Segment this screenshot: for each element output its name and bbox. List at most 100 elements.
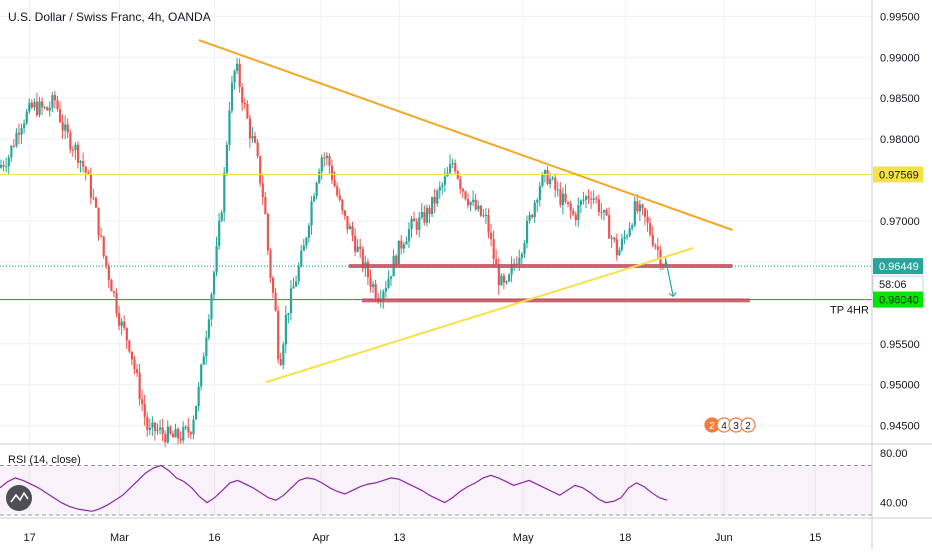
x-tick-label: 15	[809, 532, 821, 544]
candle-body	[330, 165, 334, 180]
candle-body	[148, 427, 152, 430]
candle-body	[92, 197, 95, 199]
candle-body	[48, 107, 51, 111]
candle-body	[210, 294, 213, 320]
candle-body	[420, 211, 423, 218]
candle-body	[215, 245, 218, 273]
candle-body	[325, 155, 329, 159]
candle-body	[28, 102, 31, 112]
candle-body	[23, 123, 26, 128]
candle-body	[407, 229, 411, 242]
y-tick-label: 0.97000	[880, 216, 920, 228]
candle-body	[569, 203, 572, 211]
candle-body	[87, 172, 90, 175]
candle-body	[384, 287, 388, 292]
candle-body	[159, 427, 162, 430]
candle-body	[654, 245, 657, 247]
candle-body	[94, 198, 98, 208]
candle-body	[182, 427, 185, 441]
candle-body	[56, 100, 59, 110]
candle-body	[112, 291, 116, 294]
candle-body	[307, 225, 311, 238]
candle-body	[631, 225, 634, 229]
candle-body	[572, 210, 575, 215]
candle-body	[587, 196, 590, 199]
candle-body	[66, 124, 69, 133]
event-count: 2	[709, 421, 715, 432]
candle-body	[641, 204, 644, 209]
symbol-title: U.S. Dollar / Swiss Franc, 4h, OANDA	[8, 10, 211, 24]
candle-body	[318, 171, 321, 184]
candle-body	[484, 215, 488, 217]
candle-body	[495, 259, 498, 264]
candle-body	[15, 132, 18, 147]
candle-body	[266, 214, 270, 251]
candle-body	[351, 226, 354, 236]
candle-body	[487, 215, 490, 233]
candle-body	[297, 266, 300, 282]
candle-body	[79, 160, 82, 163]
candle-body	[338, 195, 341, 200]
candle-body	[17, 132, 21, 135]
candle-body	[287, 313, 290, 316]
rsi-y-tick-label: 40.00	[880, 498, 908, 510]
candle-body	[241, 87, 244, 104]
candle-body	[120, 321, 123, 326]
price-label-box	[873, 291, 923, 308]
trendline-descending-upper	[198, 39, 733, 231]
candle-body	[577, 205, 580, 221]
candle-body	[497, 263, 500, 286]
candle-body	[559, 189, 562, 205]
candle-body	[259, 155, 262, 184]
y-tick-label: 0.98000	[880, 134, 920, 146]
candle-body	[243, 103, 246, 105]
candle-body	[33, 101, 36, 108]
candle-body	[536, 200, 539, 203]
candle-body	[618, 249, 621, 256]
event-count: 2	[745, 421, 751, 432]
candle-body	[518, 257, 521, 265]
candle-body	[277, 310, 280, 360]
candle-body	[205, 337, 208, 357]
candle-body	[74, 144, 77, 151]
candle-body	[564, 193, 567, 202]
candle-body	[395, 255, 398, 265]
candle-body	[115, 293, 118, 314]
candle-body	[110, 279, 113, 292]
y-tick-label: 0.95500	[880, 339, 920, 351]
candle-body	[602, 209, 606, 213]
x-tick-label: May	[513, 532, 534, 544]
candle-body	[415, 221, 418, 230]
candle-body	[0, 164, 3, 168]
candle-body	[138, 372, 141, 400]
candle-body	[433, 196, 436, 204]
candle-body	[97, 207, 100, 236]
candle-body	[128, 340, 131, 352]
candle-body	[156, 429, 159, 432]
candle-body	[490, 232, 493, 240]
candle-body	[597, 199, 601, 213]
candle-body	[118, 313, 121, 326]
candle-body	[448, 164, 452, 173]
candle-body	[336, 186, 339, 196]
candle-body	[197, 386, 200, 406]
candle-body	[5, 166, 8, 168]
x-tick-label: 17	[24, 532, 36, 544]
candle-body	[479, 205, 482, 216]
candle-body	[179, 438, 182, 441]
candle-body	[279, 359, 282, 365]
candle-body	[38, 101, 41, 116]
candle-body	[423, 211, 426, 223]
candle-body	[305, 237, 308, 246]
candle-body	[492, 239, 495, 260]
price-layer	[0, 57, 667, 447]
candle-body	[264, 197, 267, 215]
candle-body	[354, 235, 357, 252]
trendline-ascending-lower	[265, 247, 694, 384]
candle-body	[41, 101, 44, 108]
candle-body	[556, 189, 559, 191]
overlay-layer	[0, 39, 872, 384]
